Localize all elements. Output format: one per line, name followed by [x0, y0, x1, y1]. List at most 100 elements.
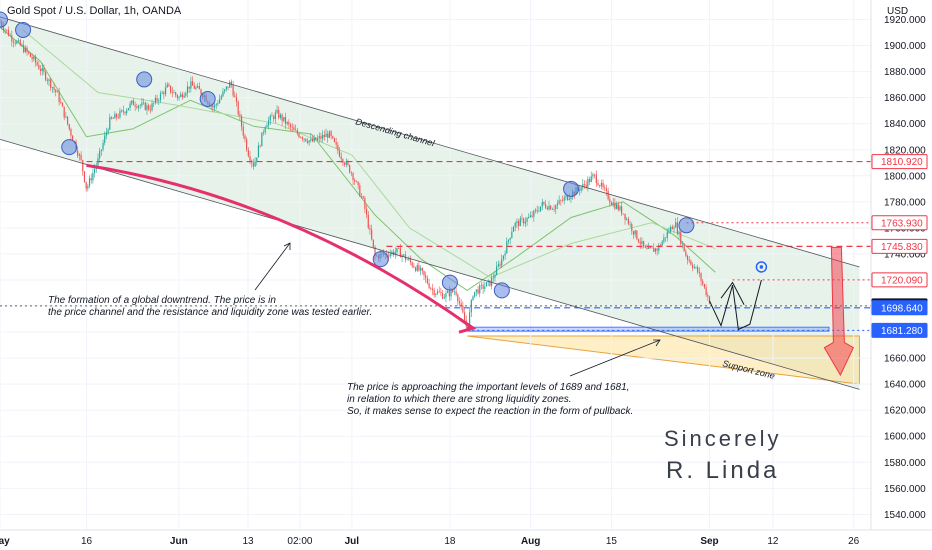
- candle-body-9: [14, 42, 16, 44]
- candle-body-278: [469, 312, 471, 329]
- candle-body-139: [234, 95, 236, 98]
- candle-body-387: [653, 247, 655, 252]
- candle-body-243: [409, 258, 412, 263]
- candle-body-264: [445, 292, 447, 298]
- y-tick-label-13: 1660.000: [884, 354, 926, 365]
- candle-body-213: [359, 185, 361, 197]
- candle-body-161: [271, 115, 273, 117]
- candle-body-84: [141, 102, 143, 106]
- levels-note-line1: The price is approaching the important l…: [347, 382, 629, 393]
- candle-body-285: [480, 284, 483, 286]
- y-tick-label-15: 1620.000: [884, 406, 926, 417]
- price-tag-bg-6: [871, 322, 928, 338]
- candle-body-49: [82, 160, 84, 172]
- candle-body-237: [399, 248, 401, 258]
- candle-body-51: [85, 181, 87, 189]
- candle-body-272: [458, 301, 461, 304]
- price-tag-1: 1763.930: [881, 218, 923, 229]
- candle-body-248: [418, 265, 420, 271]
- price-scale[interactable]: [871, 0, 932, 530]
- candle-body-299: [504, 253, 506, 256]
- candle-body-182: [306, 141, 309, 143]
- y-tick-label-16: 1600.000: [884, 432, 926, 443]
- candle-body-322: [543, 201, 545, 205]
- candle-body-216: [364, 198, 366, 209]
- candle-body-181: [305, 138, 307, 142]
- candle-body-267: [450, 289, 452, 297]
- channel-upper-line: [0, 16, 860, 268]
- candle-body-260: [438, 291, 440, 293]
- candle-body-89: [149, 109, 151, 111]
- candle-body-326: [550, 205, 552, 210]
- candle-body-206: [347, 161, 349, 166]
- candle-body-222: [374, 246, 376, 256]
- candle-body-360: [607, 190, 609, 200]
- candle-body-292: [492, 277, 494, 279]
- candle-body-32: [53, 87, 55, 90]
- candle-body-90: [151, 103, 153, 111]
- candle-body-318: [536, 209, 538, 212]
- candle-body-173: [291, 127, 293, 128]
- candle-body-383: [646, 247, 648, 250]
- candle-body-323: [545, 204, 547, 208]
- candle-body-410: [691, 264, 694, 268]
- candle-body-12: [19, 40, 21, 46]
- candle-body-102: [171, 92, 173, 93]
- y-tick-label-0: 1920.000: [884, 15, 926, 26]
- channel-touch-marker-5: [372, 251, 389, 268]
- candle-body-374: [631, 224, 633, 232]
- candle-body-373: [629, 224, 631, 225]
- candle-body-262: [441, 293, 444, 299]
- candle-body-419: [707, 295, 709, 297]
- candle-body-375: [632, 231, 635, 235]
- candle-body-362: [610, 202, 613, 205]
- candle-body-395: [666, 231, 668, 238]
- candle-body-96: [161, 92, 163, 94]
- candle-body-25: [41, 67, 43, 72]
- candle-body-233: [392, 251, 395, 255]
- x-axis[interactable]: May 16 Jun 13 02:00 Jul 18 Aug 15 Sep 12 26: [0, 536, 860, 547]
- candle-body-376: [634, 230, 636, 235]
- candle-body-156: [262, 132, 265, 133]
- candle-body-334: [563, 197, 565, 201]
- candle-body-397: [670, 226, 672, 232]
- candle-body-116: [195, 87, 197, 89]
- candle-body-87: [146, 105, 148, 110]
- candle-body-303: [511, 231, 513, 238]
- candle-body-384: [648, 247, 650, 250]
- candle-body-354: [597, 182, 599, 186]
- x-tick-label-9: Sep: [700, 536, 718, 547]
- note1-pointer-head: [283, 242, 291, 250]
- candle-body-315: [531, 215, 533, 217]
- candle-body-230: [387, 255, 390, 257]
- candle-body-135: [227, 86, 229, 88]
- candle-body-293: [494, 274, 496, 278]
- candle-body-253: [426, 278, 428, 284]
- candle-body-136: [229, 81, 231, 88]
- candle-body-155: [261, 132, 263, 147]
- moving-average-slow: [22, 29, 716, 278]
- candle-body-157: [264, 127, 266, 133]
- candle-body-69: [115, 113, 118, 118]
- candle-body-329: [555, 205, 557, 210]
- candle-body-134: [225, 86, 227, 90]
- channel-touch-marker-6: [441, 274, 458, 291]
- channel-lower-line: [0, 138, 860, 390]
- candle-body-100: [168, 84, 170, 86]
- price-tag-0: 1810.920: [881, 157, 923, 168]
- candle-body-363: [612, 202, 614, 205]
- candle-body-188: [316, 138, 319, 141]
- candle-body-244: [411, 262, 413, 267]
- candle-body-132: [222, 91, 224, 97]
- price-tag-2: 1745.830: [881, 242, 923, 253]
- y-tick-label-3: 1860.000: [884, 93, 926, 104]
- y-tick-label-18: 1560.000: [884, 484, 926, 495]
- price-series: [0, 19, 716, 332]
- candle-body-65: [109, 117, 111, 130]
- projection-path: [709, 279, 762, 331]
- price-levels: [0, 160, 871, 332]
- candle-body-40: [66, 116, 69, 125]
- y-tick-label-6: 1800.000: [884, 171, 926, 182]
- price-tag-bg-3: [871, 272, 928, 288]
